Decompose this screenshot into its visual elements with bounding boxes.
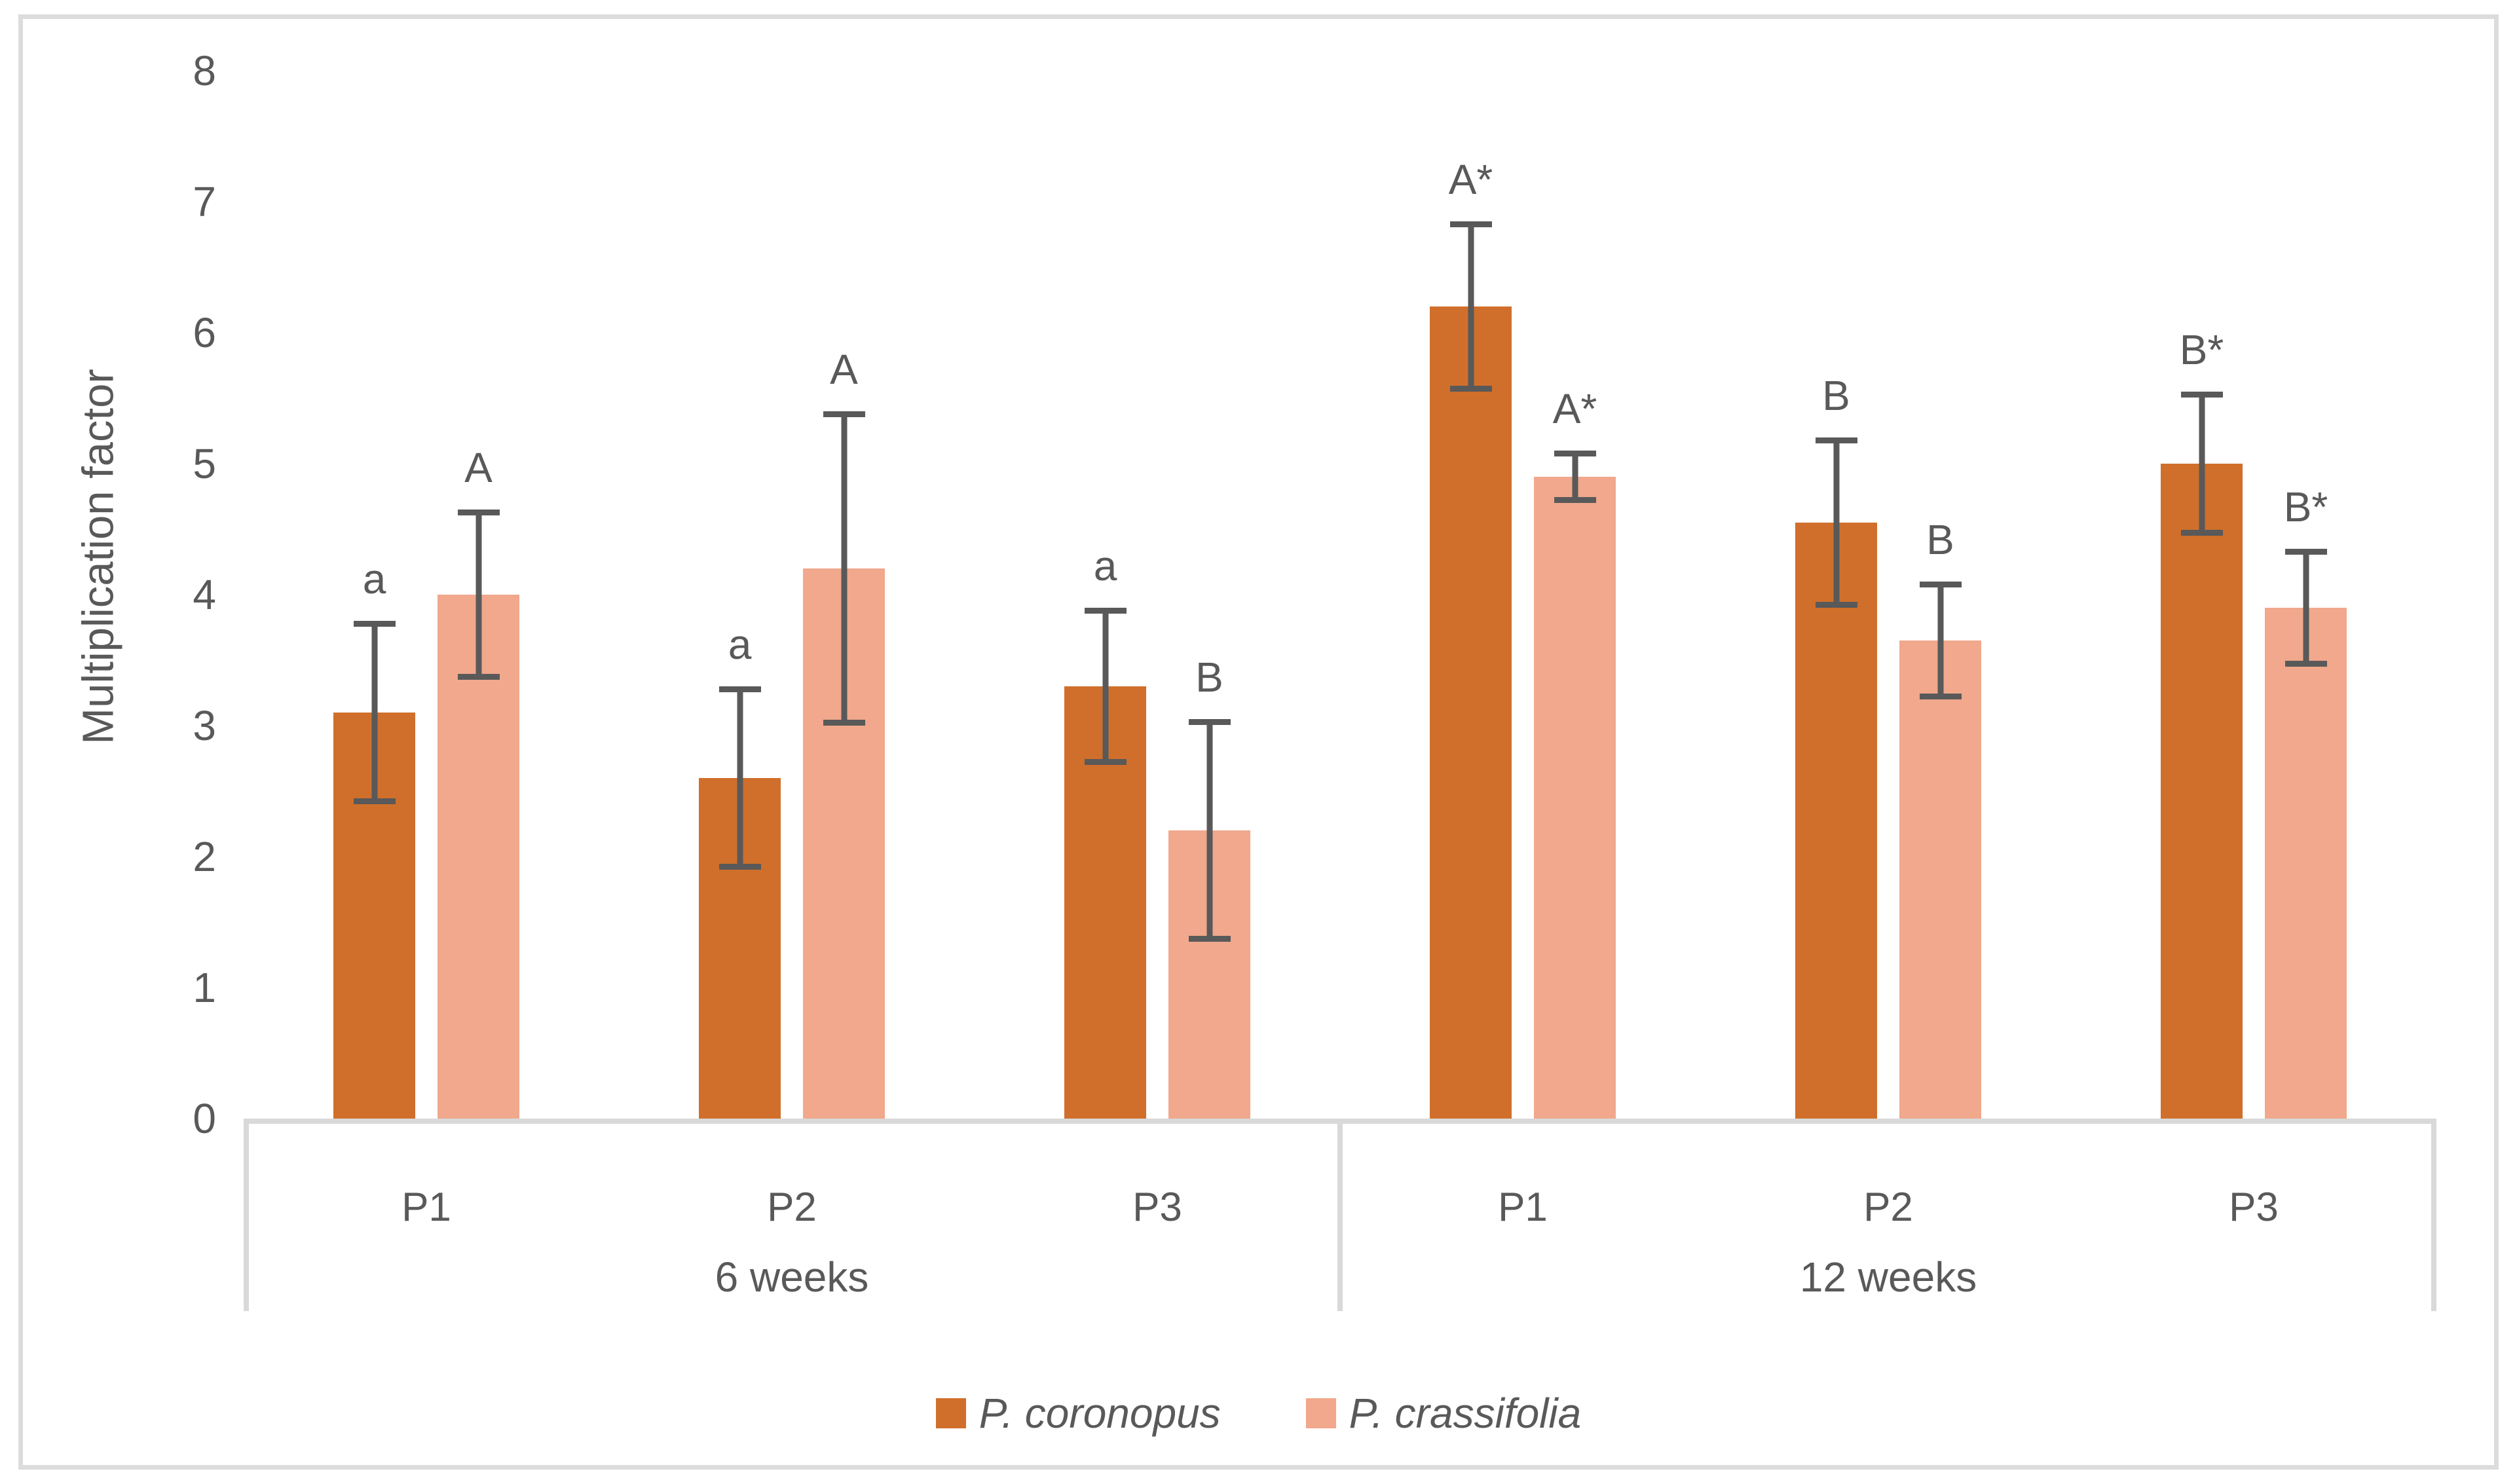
category-label: P3 [2229,1185,2279,1230]
category-band-right-border [2431,1124,2436,1311]
significance-letter: A* [1448,156,1493,203]
error-bar-cap [1188,936,1231,942]
error-bar-line [841,411,847,726]
error-bar-coronopus [353,621,396,804]
bar-coronopus [1430,306,1512,1119]
error-bar-cap [1084,759,1127,765]
error-bar-crassifolia [1188,719,1231,942]
legend-swatch-coronopus [935,1398,966,1428]
error-bar-coronopus [1449,221,1492,392]
error-bar-line [1102,608,1108,765]
error-bar-cap [2180,392,2223,398]
error-bar-cap [1815,602,1857,608]
category-label: P2 [1863,1185,1913,1230]
bar-coronopus [1795,523,1877,1119]
group-label-12-weeks: 12 weeks [1799,1253,1977,1301]
error-bar-line [1833,437,1839,608]
error-bar-crassifolia [457,510,500,680]
error-bar-coronopus [718,686,761,870]
error-bar-cap [353,621,396,627]
category-band-left-border [244,1124,249,1311]
error-bar-line [2303,549,2309,667]
error-bar-line [1937,582,1943,699]
significance-letter: B [1822,372,1850,419]
y-tick-label: 5 [193,440,216,487]
y-tick-label: 3 [193,702,216,749]
error-bar-cap [457,510,500,515]
error-bar-line [475,510,481,680]
chart-outer-frame [18,14,2499,1470]
category-label: P1 [401,1185,451,1230]
y-tick-label: 7 [193,178,216,225]
significance-letter: A [464,444,493,491]
error-bar-cap [2180,530,2223,536]
legend-label-crassifolia: P. crassifolia [1349,1390,1582,1437]
significance-letter: B* [2283,483,2328,530]
legend-swatch-crassifolia [1305,1398,1336,1428]
legend: P. coronopus P. crassifolia [0,1387,2517,1439]
error-bar-cap [1815,437,1857,443]
significance-letter: B [1195,654,1223,701]
significance-letter: a [728,621,752,668]
category-label: P2 [767,1185,817,1230]
significance-letter: a [1093,542,1117,589]
error-bar-cap [718,864,761,870]
error-bar-line [1468,221,1474,392]
y-tick-label: 2 [193,833,216,880]
error-bar-cap [823,720,865,726]
bar-crassifolia [1534,477,1616,1119]
error-bar-crassifolia [2284,549,2327,667]
error-bar-cap [1188,719,1231,725]
bar-crassifolia [2265,608,2347,1119]
error-bar-line [737,686,743,870]
significance-letter: B* [2179,326,2224,373]
y-tick-label: 0 [193,1095,216,1142]
category-band-divider [1337,1124,1343,1311]
error-bar-cap [2284,549,2327,555]
error-bar-cap [353,798,396,804]
y-axis-title: Multiplication factor [73,369,123,745]
error-bar-cap [1449,386,1492,392]
bar-crassifolia [1899,640,1981,1119]
error-bar-crassifolia [1919,582,1962,699]
y-tick-label: 4 [193,571,216,618]
error-bar-line [371,621,377,804]
error-bar-cap [1449,221,1492,227]
x-axis-line [244,1119,2436,1124]
bar-crassifolia [438,595,519,1119]
category-label: P3 [1132,1185,1182,1230]
error-bar-cap [1084,608,1127,614]
significance-letter: A* [1552,385,1597,432]
error-bar-cap [1919,582,1962,587]
legend-item-crassifolia: P. crassifolia [1305,1387,1582,1439]
error-bar-cap [2284,661,2327,667]
bar-coronopus [2161,464,2243,1119]
error-bar-cap [823,411,865,417]
error-bar-crassifolia [823,411,865,726]
significance-letter: B [1926,516,1954,563]
error-bar-cap [718,686,761,692]
y-tick-label: 8 [193,47,216,94]
error-bar-coronopus [2180,392,2223,536]
y-tick-label: 6 [193,309,216,356]
error-bar-coronopus [1815,437,1857,608]
error-bar-cap [457,674,500,680]
error-bar-line [1572,451,1578,503]
category-label: P1 [1498,1185,1548,1230]
error-bar-cap [1919,694,1962,699]
error-bar-coronopus [1084,608,1127,765]
legend-item-coronopus: P. coronopus [935,1387,1221,1439]
significance-letter: a [362,555,386,603]
significance-letter: A [830,346,858,393]
error-bar-line [1206,719,1212,942]
legend-label-coronopus: P. coronopus [979,1390,1221,1437]
error-bar-cap [1554,497,1596,503]
error-bar-line [2199,392,2205,536]
y-tick-label: 1 [193,964,216,1011]
group-label-6-weeks: 6 weeks [715,1253,869,1301]
error-bar-cap [1554,451,1596,456]
error-bar-crassifolia [1554,451,1596,503]
